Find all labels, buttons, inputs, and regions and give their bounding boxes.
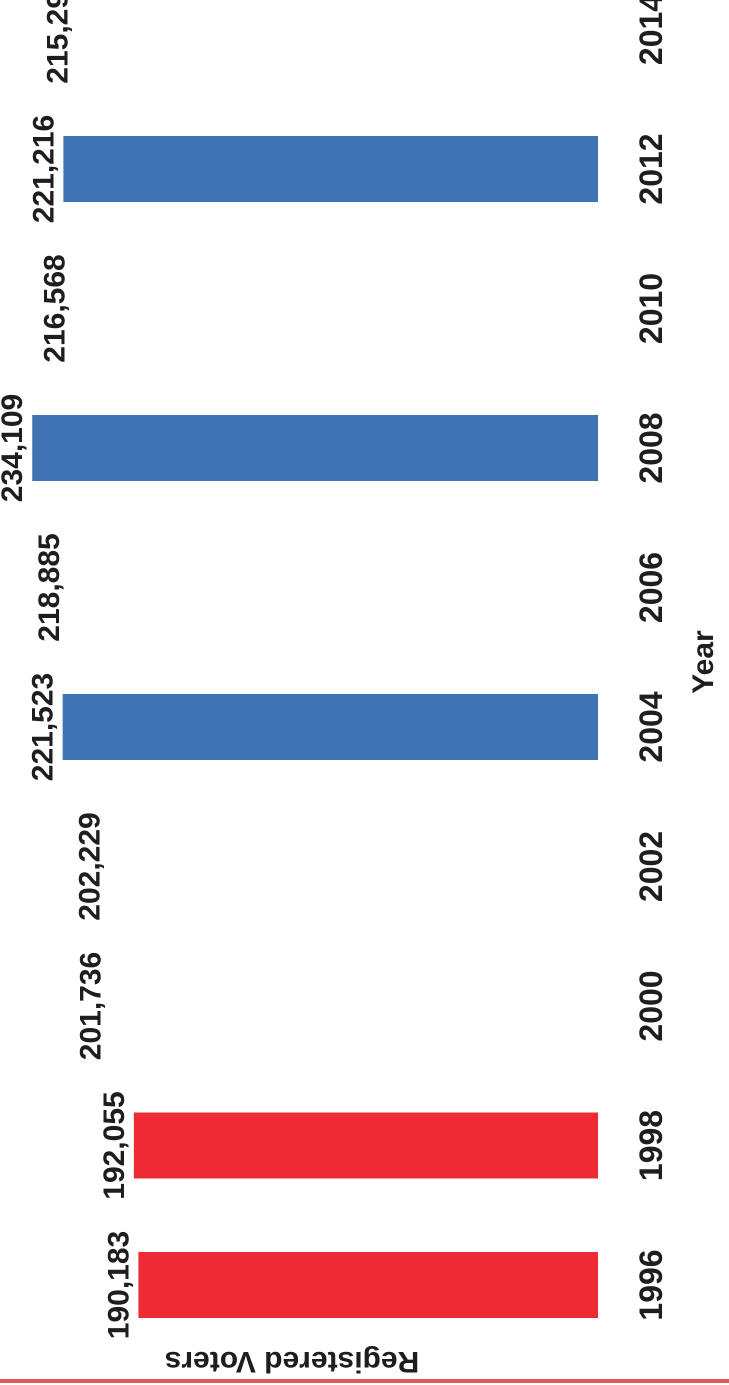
bar-2012: [63, 136, 599, 202]
value-label-1998: 192,055: [98, 1091, 131, 1199]
value-label-2010: 216,568: [39, 254, 72, 362]
bar-2004: [62, 694, 598, 760]
value-label-2000: 201,736: [74, 952, 107, 1060]
bottom-divider: [0, 1379, 729, 1383]
value-label-2004: 221,523: [27, 673, 60, 781]
bar-2008: [32, 415, 599, 481]
tick-label-1998: 1998: [633, 1110, 669, 1181]
value-label-2012: 221,216: [27, 115, 60, 223]
value-label-2008: 234,109: [0, 394, 29, 502]
y-axis-title: Registered Voters: [165, 1345, 420, 1378]
tick-label-2014: 2014: [633, 0, 669, 65]
tick-label-2006: 2006: [633, 552, 669, 623]
bar-1998: [133, 1112, 599, 1179]
value-label-2002: 202,229: [73, 812, 106, 920]
value-label-2006: 218,885: [33, 533, 66, 641]
bars-group: [32, 136, 599, 1318]
tick-label-2002: 2002: [633, 831, 669, 902]
value-labels-group: 190,183 192,055 201,736 202,229 221,523 218,8…: [0, 0, 135, 1339]
value-label-2014: 215,298: [42, 0, 75, 84]
tick-label-1996: 1996: [633, 1249, 669, 1320]
tick-label-2000: 2000: [633, 970, 669, 1041]
tick-label-2008: 2008: [633, 412, 669, 483]
tick-label-2010: 2010: [633, 273, 669, 344]
tick-label-2012: 2012: [633, 133, 669, 204]
tick-label-2004: 2004: [633, 691, 669, 762]
value-label-1996: 190,183: [102, 1231, 135, 1339]
bar-1996: [138, 1252, 598, 1318]
year-labels-group: 1996 1998 2000 2002 2004 2006 2008 2010 2012 2014: [633, 0, 669, 1321]
x-axis-title: Year: [687, 630, 720, 694]
